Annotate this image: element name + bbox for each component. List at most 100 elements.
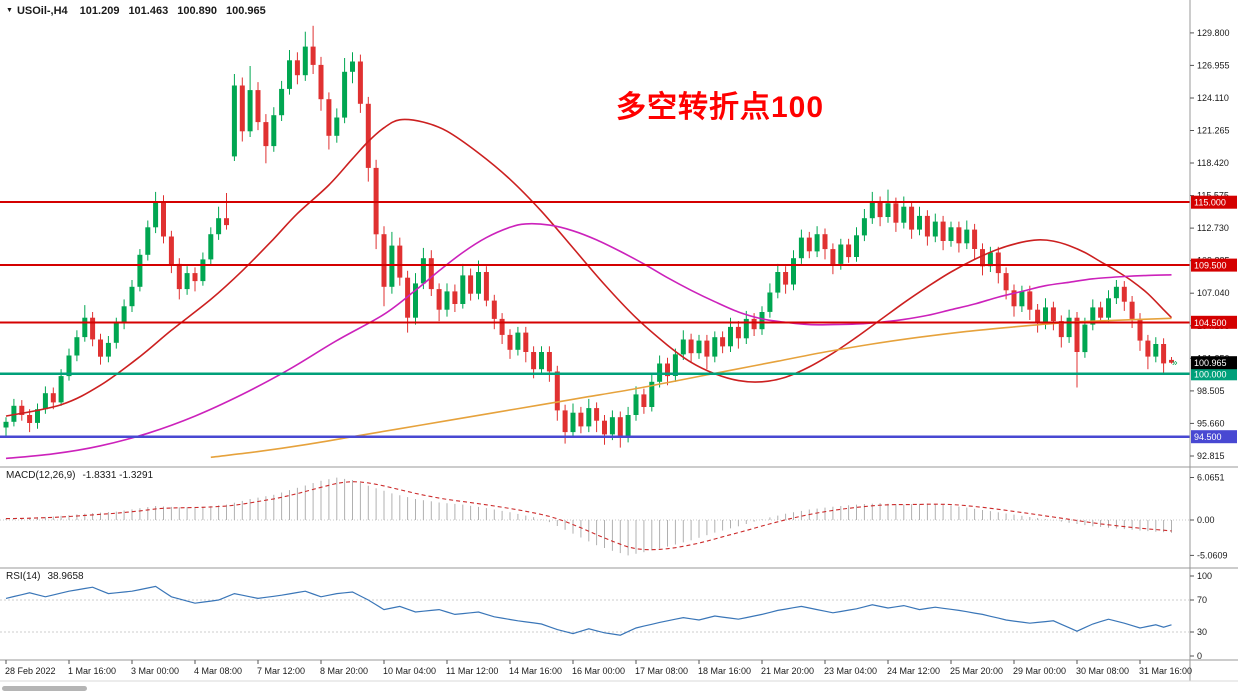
price-tick-label: 118.420 <box>1197 158 1229 168</box>
time-tick-label: 25 Mar 20:00 <box>950 666 1003 676</box>
candle-body <box>184 273 190 290</box>
price-tick-label: 107.040 <box>1197 288 1230 298</box>
time-tick-label: 18 Mar 16:00 <box>698 666 751 676</box>
candle-body <box>444 291 450 310</box>
candle-body <box>389 245 395 287</box>
price-badge-label: 94.500 <box>1194 432 1222 442</box>
candle-body <box>436 289 442 310</box>
candle-body <box>578 412 584 427</box>
candle-body <box>609 417 615 435</box>
candle-body <box>932 221 938 237</box>
price-tick-label: 95.660 <box>1197 418 1225 428</box>
ohlc-close: 100.965 <box>225 5 266 17</box>
candle-body <box>688 339 694 354</box>
candle-body <box>720 337 726 347</box>
ma-mid-magenta <box>5 222 1172 460</box>
candle-body <box>310 46 316 65</box>
time-tick-label: 10 Mar 04:00 <box>383 666 436 676</box>
candle-body <box>318 64 324 100</box>
candle-body <box>11 405 17 422</box>
candle-body <box>602 420 607 435</box>
price-badge <box>1191 195 1237 209</box>
candle-body <box>1169 359 1174 363</box>
price-tick-label: 115.575 <box>1197 191 1229 201</box>
candle-body <box>357 61 363 104</box>
candle-body <box>263 122 269 147</box>
candle-body <box>1003 273 1009 291</box>
candle-body <box>539 352 544 370</box>
candle-body <box>767 292 773 312</box>
rsi-value: 38.9658 <box>47 571 84 582</box>
chart-header: ▼ USOil-,H4 101.209 101.463 100.890 100.965 <box>6 5 275 17</box>
ma-slow-orange <box>210 317 1172 459</box>
macd-name: MACD(12,26,9) <box>6 470 76 481</box>
chart-annotation[interactable]: 多空转折点100 <box>616 91 825 124</box>
time-tick-label: 28 Feb 2022 <box>5 666 56 676</box>
candle-body <box>1161 344 1167 364</box>
candle-body <box>830 249 836 264</box>
price-badge-label: 109.500 <box>1194 261 1227 271</box>
ohlc-open: 101.209 <box>79 5 120 17</box>
candle-body <box>1145 340 1151 357</box>
candle-body <box>861 218 867 236</box>
price-tick-label: 92.815 <box>1197 451 1225 461</box>
candle-body <box>972 229 978 249</box>
candle-body <box>247 90 253 132</box>
candle-body <box>1019 291 1025 307</box>
candle-body <box>1058 321 1064 338</box>
rsi-tick-label: 70 <box>1197 595 1207 605</box>
candle-body <box>743 318 749 339</box>
price-badge-label: 115.000 <box>1194 198 1226 208</box>
candle-body <box>1074 317 1080 352</box>
candle-body <box>877 202 883 218</box>
candle-body <box>562 410 568 433</box>
scrollbar-thumb[interactable] <box>2 686 87 691</box>
candle-body <box>224 218 229 226</box>
candle-body <box>19 405 25 415</box>
candle-body <box>1043 307 1048 324</box>
rsi-indicator-label: RSI(14) 38.9658 <box>6 571 84 582</box>
macd-values: -1.8331 -1.3291 <box>82 470 154 481</box>
candle-body <box>50 393 56 403</box>
candle-body <box>350 61 355 72</box>
rsi-tick-label: 30 <box>1197 627 1207 637</box>
candle-body <box>546 352 552 372</box>
horizontal-scrollbar[interactable] <box>0 683 1238 693</box>
candle-body <box>82 317 88 338</box>
time-tick-label: 1 Mar 16:00 <box>68 666 116 676</box>
candle-body <box>66 355 72 377</box>
time-tick-label: 30 Mar 08:00 <box>1076 666 1129 676</box>
candle-body <box>302 46 308 76</box>
symbol-dropdown-icon[interactable]: ▼ <box>6 7 13 14</box>
time-tick-label: 4 Mar 08:00 <box>194 666 242 676</box>
macd-signal-line <box>5 481 1172 551</box>
candle-body <box>176 263 182 290</box>
candle-body <box>924 215 930 237</box>
candle-body <box>216 218 222 235</box>
candle-body <box>326 99 332 136</box>
candle-body <box>523 332 529 352</box>
candle-body <box>1050 307 1056 322</box>
ma-fast-red <box>5 118 1173 417</box>
candle-body <box>854 235 859 257</box>
candle-body <box>783 272 789 285</box>
ohlc-low: 100.890 <box>177 5 217 17</box>
macd-indicator-label: MACD(12,26,9) -1.8331 -1.3291 <box>6 470 153 481</box>
candle-body <box>153 201 159 228</box>
price-badge <box>1191 315 1237 329</box>
candle-body <box>641 394 647 407</box>
candle-body <box>287 60 292 89</box>
time-tick-label: 16 Mar 00:00 <box>572 666 625 676</box>
price-badge <box>1191 258 1237 272</box>
candle-body <box>137 254 143 287</box>
macd-tick-label: 0.00 <box>1197 515 1215 525</box>
rsi-tick-label: 100 <box>1197 571 1212 581</box>
candle-body <box>665 363 670 377</box>
candle-body <box>728 326 733 347</box>
price-tick-label: 124.110 <box>1197 93 1229 103</box>
candle-body <box>987 252 993 267</box>
candle-body <box>735 326 741 339</box>
candle-body <box>846 244 852 258</box>
